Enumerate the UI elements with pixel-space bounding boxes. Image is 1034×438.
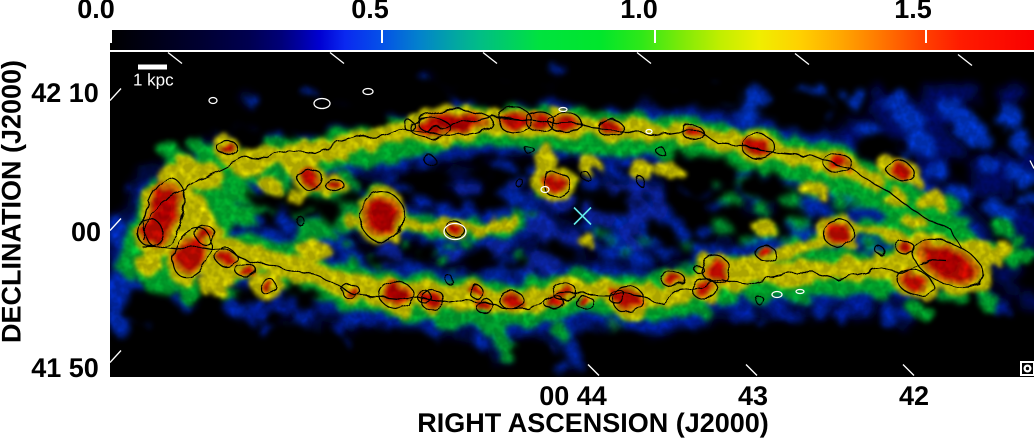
svg-text:1 kpc: 1 kpc [133,70,174,89]
